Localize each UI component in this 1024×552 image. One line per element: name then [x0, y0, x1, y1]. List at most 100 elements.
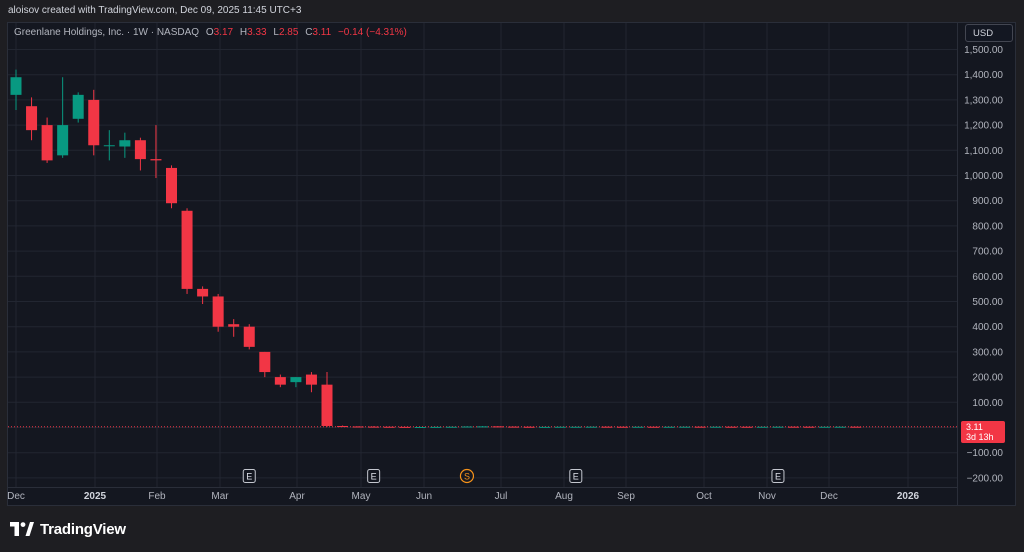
candle [41, 117, 53, 163]
candle [352, 426, 364, 428]
candle-body [616, 426, 628, 428]
y-tick-label: 1,400.00 [964, 70, 1003, 81]
x-tick-label: Jul [495, 491, 508, 502]
candle-body [679, 426, 691, 428]
candle [585, 426, 597, 428]
candle [181, 208, 193, 294]
y-tick-label: −200.00 [967, 473, 1004, 484]
candle-body [788, 426, 799, 428]
candle [10, 69, 22, 110]
candle-body [10, 77, 22, 95]
candle-body [461, 426, 473, 428]
candle-body [150, 159, 162, 161]
split-marker-circle [459, 468, 475, 484]
candle-body [305, 374, 317, 385]
candle [197, 286, 209, 305]
open-value: 3.17 [213, 27, 234, 38]
candle [850, 426, 862, 428]
candle-body [585, 426, 597, 428]
candle-body [414, 426, 426, 428]
candle-body [181, 210, 193, 289]
candle [803, 426, 815, 428]
tradingview-logo-icon [10, 522, 34, 536]
currency-button[interactable]: USD [965, 24, 1013, 42]
candle-body [399, 426, 411, 428]
candle [492, 426, 504, 428]
candle-body [741, 426, 753, 428]
candle-body [72, 94, 84, 119]
candle-body [243, 326, 255, 347]
open-label: O [205, 27, 214, 38]
candle [150, 125, 162, 179]
candle [26, 97, 38, 141]
x-tick-label: Dec [820, 491, 838, 502]
candle-body [290, 377, 302, 383]
last-price-value: 3.11 [966, 422, 983, 432]
earnings-marker-label: E [775, 472, 781, 482]
candle-body [601, 426, 613, 428]
y-tick-label: 800.00 [972, 221, 1003, 232]
candle [243, 324, 255, 350]
candle-body [803, 426, 815, 428]
price-chart[interactable]: 1,500.00 1,400.00 1,300.00 1,200.00 1,100.00… [0, 0, 1024, 506]
candle-body [368, 426, 380, 428]
candle [554, 426, 566, 428]
candle [290, 377, 302, 388]
candle [694, 426, 706, 428]
candle-body [41, 125, 53, 161]
candle-body [119, 140, 131, 147]
candle-body [134, 140, 146, 160]
candle [212, 293, 224, 332]
candle-body [57, 125, 69, 156]
time-axis[interactable]: Dec 2025 Feb Mar Apr May Jun Jul Aug Sep Oct Nov Dec… [7, 487, 957, 503]
candle-body [508, 426, 520, 428]
candle [414, 426, 426, 428]
earnings-marker[interactable]: E [367, 469, 381, 483]
x-tick-label: Feb [148, 491, 166, 502]
candle-body [570, 426, 582, 428]
candle [119, 132, 131, 158]
candle-body [477, 426, 488, 428]
earnings-marker-label: E [246, 472, 252, 482]
candle-body [554, 426, 566, 428]
candle [679, 426, 691, 428]
price-axis[interactable]: 1,500.00 1,400.00 1,300.00 1,200.00 1,100.00… [957, 23, 1004, 505]
candle-body [228, 324, 240, 327]
candle-body [523, 426, 535, 428]
candle [725, 426, 737, 428]
y-tick-label: 100.00 [972, 398, 1003, 409]
candle [508, 426, 520, 428]
candle [601, 426, 613, 428]
split-marker[interactable]: S [459, 468, 475, 484]
candle [430, 426, 442, 428]
high-label: H [239, 27, 248, 38]
x-tick-label: 2026 [897, 491, 920, 502]
tradingview-logo[interactable]: TradingView [10, 520, 126, 538]
y-tick-label: −100.00 [967, 448, 1004, 459]
chart-frame[interactable] [7, 22, 1016, 506]
earnings-marker[interactable]: E [771, 469, 785, 483]
candle-body [710, 426, 722, 428]
candle [103, 130, 115, 161]
split-marker-label: S [464, 472, 470, 482]
candle-body [259, 351, 271, 373]
candle-body [337, 425, 349, 427]
y-tick-label: 400.00 [972, 322, 1003, 333]
y-tick-label: 500.00 [972, 297, 1003, 308]
candle [166, 165, 177, 209]
candle-body [819, 426, 831, 428]
earnings-marker[interactable]: E [569, 469, 583, 483]
footer [0, 506, 1024, 552]
candle [88, 89, 100, 156]
candle [834, 426, 846, 428]
candle-body [166, 167, 177, 204]
candle-body [772, 426, 784, 428]
candle [788, 426, 799, 428]
candle [445, 426, 457, 428]
candle-body [88, 99, 100, 146]
x-tick-label: Jun [416, 491, 432, 502]
low-value: 2.85 [278, 27, 299, 38]
candle-body [197, 288, 209, 297]
candle-body [632, 426, 644, 428]
earnings-marker[interactable]: E [242, 469, 256, 483]
